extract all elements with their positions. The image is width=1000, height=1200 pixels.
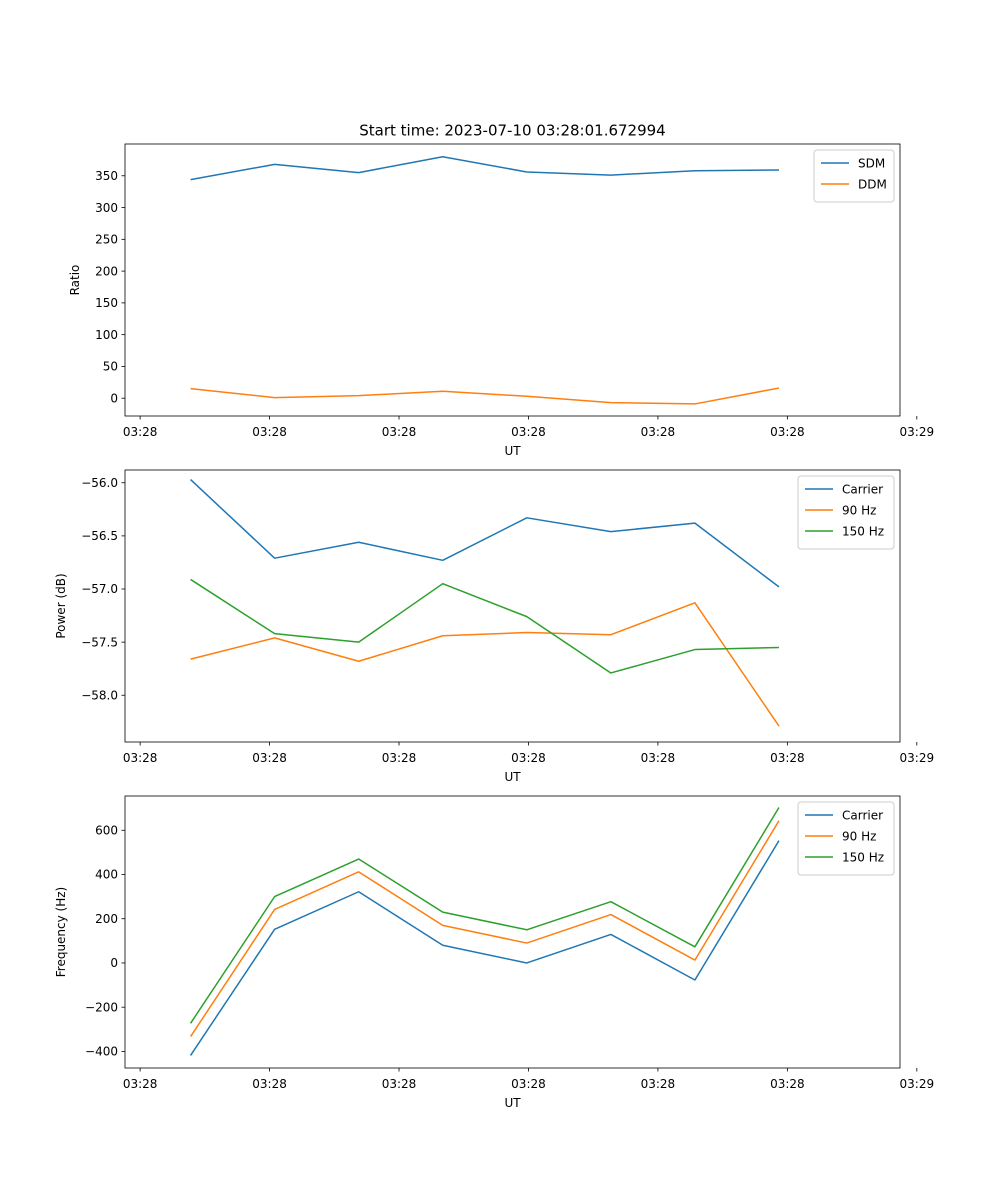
x-tick-label: 03:28: [382, 751, 417, 765]
x-tick-label: 03:28: [382, 425, 417, 439]
y-tick-label: 350: [95, 169, 118, 183]
legend-label: DDM: [858, 178, 887, 192]
series-line-90-hz: [190, 602, 780, 727]
x-tick-label: 03:28: [123, 425, 158, 439]
y-tick-label: 600: [95, 823, 118, 837]
series-line-carrier: [190, 479, 780, 588]
legend-label: Carrier: [842, 483, 883, 497]
legend: Carrier 90 Hz 150 Hz: [797, 475, 895, 550]
y-tick-label: −58.0: [81, 688, 118, 702]
x-tick-label: 03:28: [641, 751, 676, 765]
y-tick-label: 200: [95, 912, 118, 926]
series-line-150-hz: [189, 807, 780, 1024]
x-tick-label: 03:28: [511, 1077, 546, 1091]
y-tick-label: 300: [95, 201, 118, 215]
y-tick-label: 100: [95, 328, 118, 342]
axes-frame: [124, 795, 901, 1069]
legend-label: SDM: [858, 157, 885, 171]
x-tick-label: 03:28: [382, 1077, 417, 1091]
x-axis-label: UT: [504, 444, 521, 458]
legend: Carrier 90 Hz 150 Hz: [797, 801, 895, 876]
y-tick-label: 250: [95, 233, 118, 247]
y-tick-label: 50: [103, 360, 118, 374]
legend-label: 90 Hz: [842, 830, 876, 844]
y-tick-label: −200: [85, 1000, 118, 1014]
x-tick-label: 03:28: [641, 1077, 676, 1091]
y-axis-label: Power (dB): [54, 573, 68, 638]
series-line-carrier: [189, 840, 780, 1056]
plot-area: [125, 144, 900, 416]
x-tick-label: 03:29: [900, 1077, 935, 1091]
series-line-sdm: [190, 155, 779, 181]
x-tick-label: 03:28: [123, 1077, 158, 1091]
x-tick-label: 03:28: [252, 425, 287, 439]
legend-label: 90 Hz: [842, 504, 876, 518]
plot-area: [125, 470, 900, 742]
axes-frame: [124, 143, 901, 417]
chart-panel-3: 03:28 03:28 03:28 03:28 03:28 03:28 03:29 −400 −…: [54, 795, 935, 1110]
x-tick-label: 03:28: [770, 751, 805, 765]
chart-panel-2: 03:28 03:28 03:28 03:28 03:28 03:28 03:29 −58.0…: [54, 469, 935, 784]
x-tick-label: 03:28: [123, 751, 158, 765]
y-tick-label: −57.0: [81, 582, 118, 596]
plot-area: [125, 796, 900, 1068]
legend: SDM DDM: [813, 149, 895, 203]
x-tick-label: 03:28: [511, 751, 546, 765]
x-tick-label: 03:29: [900, 751, 935, 765]
y-tick-label: 150: [95, 296, 118, 310]
y-axis-label: Frequency (Hz): [54, 887, 68, 978]
y-tick-label: −400: [85, 1045, 118, 1059]
x-axis-label: UT: [504, 1096, 521, 1110]
y-tick-label: −57.5: [81, 635, 118, 649]
x-axis-label: UT: [504, 770, 521, 784]
y-tick-label: −56.5: [81, 529, 118, 543]
y-axis-label: Ratio: [68, 265, 82, 296]
series-line-150-hz: [190, 578, 779, 674]
x-tick-label: 03:28: [511, 425, 546, 439]
figure-title: Start time: 2023-07-10 03:28:01.672994: [359, 122, 665, 140]
y-tick-label: 200: [95, 264, 118, 278]
chart-area: 03:28 03:28 03:28 03:28 03:28 03:28 03:29 0 50 10…: [54, 143, 935, 1110]
series-line-ddm: [190, 387, 780, 405]
x-tick-label: 03:28: [252, 1077, 287, 1091]
legend-label: 150 Hz: [842, 525, 884, 539]
y-tick-label: 0: [110, 391, 118, 405]
y-tick-label: 400: [95, 868, 118, 882]
legend-label: Carrier: [842, 809, 883, 823]
legend-label: 150 Hz: [842, 851, 884, 865]
x-tick-label: 03:28: [252, 751, 287, 765]
x-tick-label: 03:28: [641, 425, 676, 439]
y-tick-label: −56.0: [81, 476, 118, 490]
axes-frame: [124, 469, 901, 743]
x-tick-label: 03:29: [900, 425, 935, 439]
y-tick-label: 0: [110, 956, 118, 970]
chart-panel-1: 03:28 03:28 03:28 03:28 03:28 03:28 03:29 0 50 10…: [68, 143, 935, 458]
series-line-90-hz: [189, 820, 780, 1038]
x-tick-label: 03:28: [770, 425, 805, 439]
x-tick-label: 03:28: [770, 1077, 805, 1091]
